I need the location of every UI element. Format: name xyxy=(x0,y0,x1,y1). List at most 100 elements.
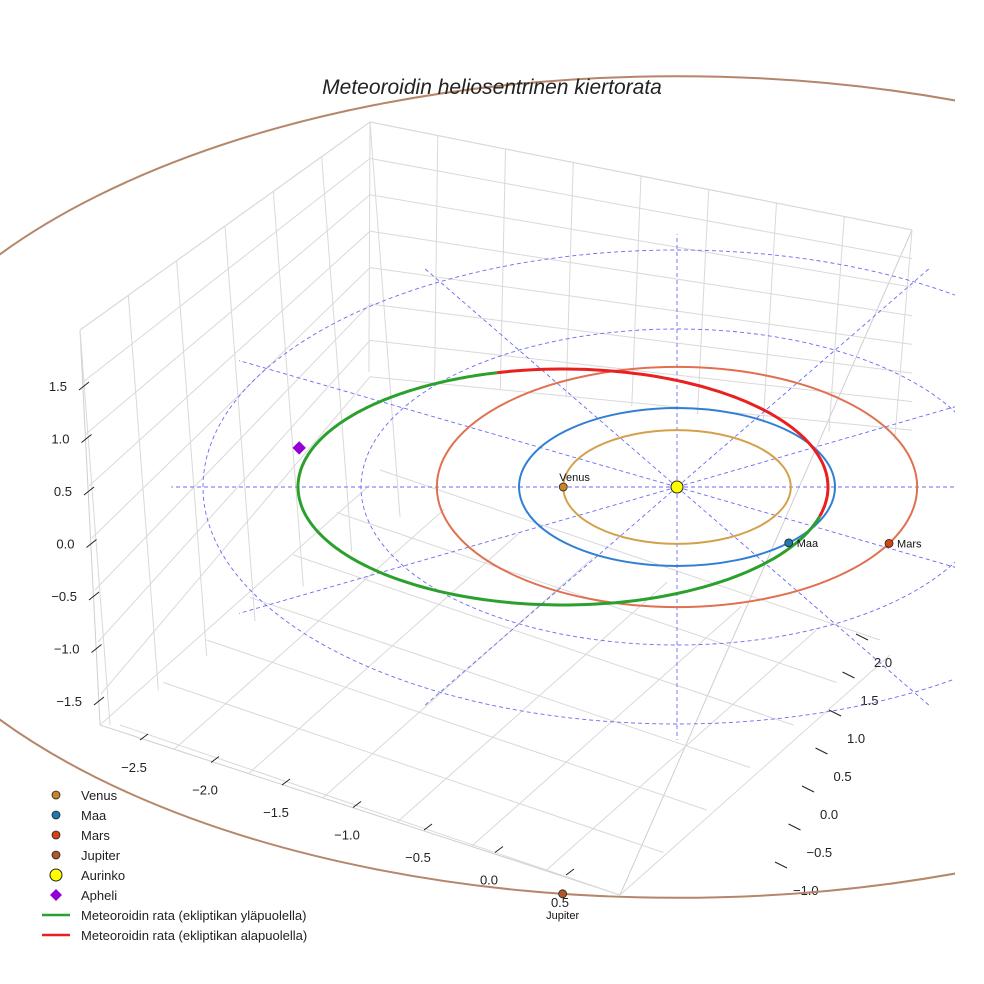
grid-line xyxy=(322,557,594,799)
y-tick-label: −1.0 xyxy=(793,883,819,898)
x-tick-label: 0.5 xyxy=(551,895,569,910)
x-tick-mark xyxy=(565,868,575,876)
meteoroid-orbit-below xyxy=(496,367,830,518)
bodies: Venus Maa Mars Jupiter xyxy=(292,441,922,922)
grid-lines xyxy=(79,121,913,896)
y-tick-mark xyxy=(801,785,815,793)
legend-label: Maa xyxy=(81,808,107,823)
x-tick-label: −2.0 xyxy=(192,783,218,798)
z-tick-mark xyxy=(83,486,95,496)
z-tick-label: −1.0 xyxy=(54,642,80,657)
grid-line xyxy=(82,157,913,383)
z-tick-label: 1.0 xyxy=(51,432,69,447)
grid-line xyxy=(99,484,371,726)
x-tick-mark xyxy=(423,823,433,831)
y-tick-label: 1.5 xyxy=(861,693,879,708)
sun-marker xyxy=(670,480,684,494)
orbit-jupiter xyxy=(0,75,955,899)
legend-circle-swatch xyxy=(51,810,61,820)
body-mars xyxy=(884,538,894,548)
grid-line xyxy=(97,339,913,643)
z-tick-label: 1.5 xyxy=(49,379,67,394)
y-tick-mark xyxy=(774,861,788,869)
y-tick-mark xyxy=(788,823,801,831)
legend-item: Venus xyxy=(51,788,118,803)
legend-label: Mars xyxy=(81,828,110,843)
z-tick-mark xyxy=(78,381,90,391)
y-tick-mark xyxy=(815,747,828,755)
z-tick-mark xyxy=(93,696,105,706)
z-tick-mark xyxy=(86,539,97,548)
grid-line xyxy=(224,225,256,622)
grid-line xyxy=(206,639,707,811)
grid-line xyxy=(696,189,710,415)
grid-line xyxy=(499,148,506,390)
grid-line xyxy=(119,724,621,896)
grid-line xyxy=(293,554,794,726)
grid-line xyxy=(127,295,159,691)
grid-line xyxy=(631,175,642,407)
legend-label: Meteoroidin rata (ekliptikan alapuolella… xyxy=(81,928,307,943)
legend-label: Venus xyxy=(81,788,118,803)
legend-diamond-swatch xyxy=(50,889,62,901)
grid-line xyxy=(565,162,574,398)
body-label-maa: Maa xyxy=(797,538,819,550)
z-tick-mark xyxy=(88,591,100,601)
body-label-venus: Venus xyxy=(559,472,590,484)
back-pane xyxy=(80,122,912,470)
grid-line xyxy=(368,121,371,373)
legend-item: Jupiter xyxy=(51,848,121,863)
grid-line xyxy=(88,230,913,487)
body-label-jupiter: Jupiter xyxy=(546,910,579,922)
z-tick-label: 0.0 xyxy=(56,537,74,552)
x-tick-label: −2.5 xyxy=(121,760,147,775)
grid-line xyxy=(762,202,777,424)
grid-line xyxy=(163,682,664,853)
y-tick-mark xyxy=(828,709,842,717)
grid-line xyxy=(176,260,208,656)
legend-item: Meteoroidin rata (ekliptikan yläpuolella… xyxy=(42,908,306,923)
grid-line xyxy=(369,121,401,518)
legend-item: Maa xyxy=(51,808,107,823)
legend-item: Meteoroidin rata (ekliptikan alapuolella… xyxy=(42,928,307,943)
y-tick-label: 2.0 xyxy=(874,655,892,670)
y-tick-label: 1.0 xyxy=(847,731,865,746)
grid-line xyxy=(894,229,913,441)
reference-radial-line xyxy=(676,486,955,568)
planet-orbits xyxy=(0,75,955,899)
x-tick-label: 0.0 xyxy=(480,873,498,888)
x-tick-mark xyxy=(139,733,149,741)
x-tick-label: −1.5 xyxy=(263,805,289,820)
grid-line xyxy=(91,267,913,539)
y-tick-mark xyxy=(855,633,869,641)
x-tick-mark xyxy=(494,846,504,853)
grid-line xyxy=(248,533,519,774)
body-venus xyxy=(558,482,568,492)
legend-label: Aurinko xyxy=(81,868,125,883)
y-tick-label: −0.5 xyxy=(807,845,833,860)
x-tick-label: −0.5 xyxy=(405,850,431,865)
legend-item: Mars xyxy=(51,828,110,843)
reference-radial-line xyxy=(239,486,678,614)
grid-line xyxy=(545,630,817,872)
grid-line xyxy=(396,581,668,823)
grid-line xyxy=(94,303,913,591)
y-tick-label: 0.0 xyxy=(820,807,838,822)
legend-circle-swatch xyxy=(51,850,61,860)
body-maa xyxy=(784,538,794,548)
legend-label: Apheli xyxy=(81,888,117,903)
legend-circle-swatch xyxy=(51,830,61,840)
box-edge xyxy=(99,724,621,896)
grid-line xyxy=(619,654,891,896)
orbit-mars xyxy=(435,365,919,609)
z-tick-mark xyxy=(91,644,102,653)
grid-line xyxy=(85,194,913,435)
grid-line xyxy=(321,156,353,552)
grid-line xyxy=(379,469,881,641)
x-tick-label: −1.0 xyxy=(334,828,360,843)
body-label-mars: Mars xyxy=(897,538,922,550)
grid-line xyxy=(79,329,111,726)
legend-label: Jupiter xyxy=(81,848,121,863)
orbit-maa xyxy=(518,407,836,567)
